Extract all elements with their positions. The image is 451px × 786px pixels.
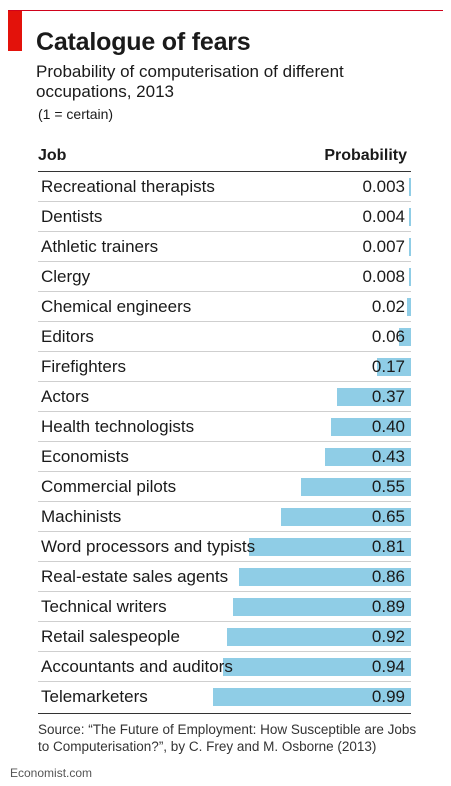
table-row: Chemical engineers 0.02 <box>38 292 411 322</box>
table-row: Word processors and typists 0.81 <box>38 532 411 562</box>
job-label: Word processors and typists <box>41 537 256 556</box>
bar-table: Recreational therapists 0.003 Dentists 0.00… <box>38 172 411 712</box>
bar <box>331 418 411 436</box>
job-label: Commercial pilots <box>41 477 177 496</box>
table-row: Real-estate sales agents 0.86 <box>38 562 411 592</box>
job-label: Technical writers <box>41 597 167 616</box>
probability-value: 0.004 <box>362 207 405 226</box>
job-label: Editors <box>41 327 94 346</box>
probability-value: 0.06 <box>371 327 405 346</box>
column-header-probability: Probability <box>324 147 407 164</box>
table-row: Actors 0.37 <box>38 382 411 412</box>
job-label: Retail salespeople <box>41 627 180 646</box>
bar <box>227 628 411 646</box>
bar <box>301 478 411 496</box>
bar <box>409 178 411 196</box>
footer-brand: Economist.com <box>10 766 93 780</box>
table-row: Dentists 0.004 <box>38 202 411 232</box>
column-header-job: Job <box>38 147 67 164</box>
job-label: Health technologists <box>41 417 195 436</box>
table-row: Health technologists 0.40 <box>38 412 411 442</box>
table-row: Recreational therapists 0.003 <box>38 172 411 202</box>
brand-red-tab <box>8 11 22 51</box>
probability-value: 0.89 <box>371 597 405 616</box>
top-rule <box>8 10 443 11</box>
bar <box>407 298 411 316</box>
probability-value: 0.008 <box>362 267 405 286</box>
chart-subtitle: Probability of computerisation of differ… <box>36 62 344 101</box>
job-label: Athletic trainers <box>41 237 159 256</box>
chart-title: Catalogue of fears <box>36 28 251 56</box>
job-label: Machinists <box>41 507 122 526</box>
job-label: Recreational therapists <box>41 177 215 196</box>
job-label: Economists <box>41 447 129 466</box>
job-label: Chemical engineers <box>41 297 192 316</box>
bar <box>213 688 411 706</box>
table-row: Technical writers 0.89 <box>38 592 411 622</box>
source-note: Source: “The Future of Employment: How S… <box>38 722 417 754</box>
probability-value: 0.81 <box>371 537 405 556</box>
header-rule <box>38 171 411 172</box>
table-row: Firefighters 0.17 <box>38 352 411 382</box>
table-row: Telemarketers 0.99 <box>38 682 411 712</box>
job-label: Real-estate sales agents <box>41 567 229 586</box>
probability-value: 0.40 <box>371 417 405 436</box>
job-label: Telemarketers <box>41 687 148 706</box>
bar <box>239 568 411 586</box>
bar <box>325 448 411 466</box>
probability-value: 0.007 <box>362 237 405 256</box>
probability-value: 0.94 <box>371 657 405 676</box>
job-label: Firefighters <box>41 357 127 376</box>
job-label: Actors <box>41 387 90 406</box>
bar <box>281 508 411 526</box>
bar <box>249 538 411 556</box>
job-label: Clergy <box>41 267 91 286</box>
probability-value: 0.92 <box>371 627 405 646</box>
bar <box>409 268 411 286</box>
probability-value: 0.65 <box>371 507 405 526</box>
probability-value: 0.37 <box>371 387 405 406</box>
table-row: Commercial pilots 0.55 <box>38 472 411 502</box>
job-label: Accountants and auditors <box>41 657 233 676</box>
bar <box>233 598 411 616</box>
probability-value: 0.17 <box>371 357 405 376</box>
table-row: Clergy 0.008 <box>38 262 411 292</box>
bar <box>409 208 411 226</box>
table-row: Economists 0.43 <box>38 442 411 472</box>
bottom-rule <box>38 713 411 714</box>
table-row: Machinists 0.65 <box>38 502 411 532</box>
chart-note: (1 = certain) <box>38 106 114 122</box>
probability-value: 0.99 <box>371 687 405 706</box>
bar <box>409 238 411 256</box>
job-label: Dentists <box>41 207 103 226</box>
bar <box>377 358 411 376</box>
probability-value: 0.86 <box>371 567 405 586</box>
probability-value: 0.55 <box>371 477 405 496</box>
probability-value: 0.003 <box>362 177 405 196</box>
bar <box>337 388 411 406</box>
bar <box>399 328 411 346</box>
probability-value: 0.02 <box>371 297 405 316</box>
table-row: Editors 0.06 <box>38 322 411 352</box>
table-row: Accountants and auditors 0.94 <box>38 652 411 682</box>
table-row: Retail salespeople 0.92 <box>38 622 411 652</box>
table-row: Athletic trainers 0.007 <box>38 232 411 262</box>
bar <box>223 658 411 676</box>
probability-value: 0.43 <box>371 447 405 466</box>
